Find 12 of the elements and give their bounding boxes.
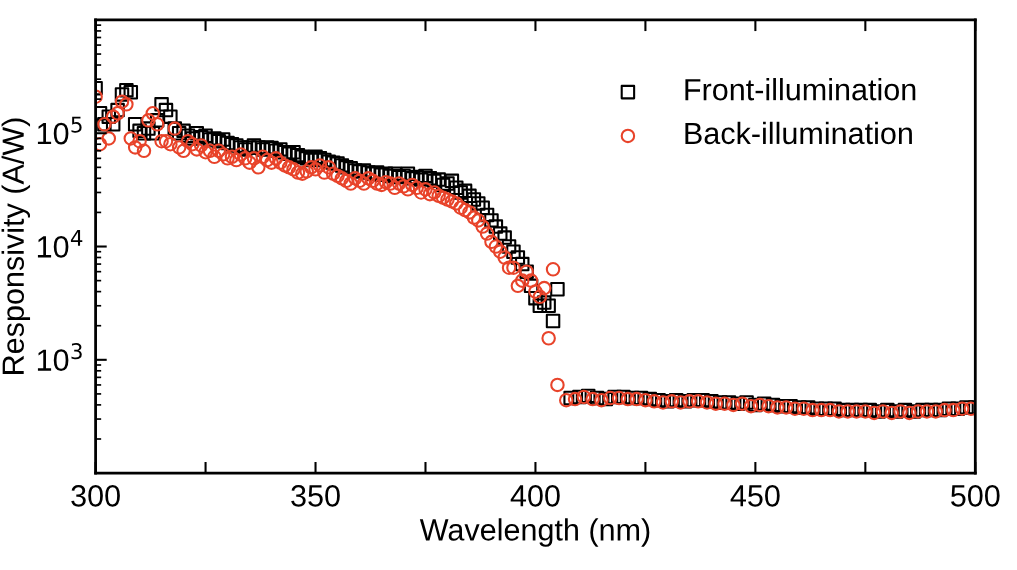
x-tick-label: 350 [291,485,340,507]
y-tick-label: 10$^{5}$ [37,116,82,145]
y-tick-label: 10$^{4}$ [37,230,83,258]
y-axis-title: Responsivity (A/W) [1,118,31,374]
legend-label: Back-illumination [685,121,912,145]
x-tick-label: 300 [71,485,120,507]
legend-label: Front-illumination [685,78,916,101]
x-tick-label: 500 [951,485,1000,507]
x-axis-title: Wavelength (nm) [419,518,650,547]
x-tick-label: 450 [730,485,780,507]
y-tick-label: 10$^{3}$ [37,343,82,371]
x-tick-label: 400 [510,485,560,507]
